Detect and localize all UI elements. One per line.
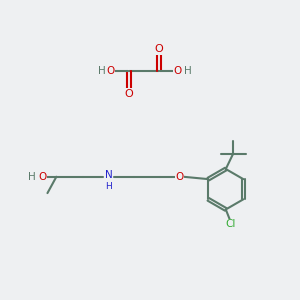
Text: O: O	[176, 172, 184, 182]
Text: H: H	[28, 172, 36, 182]
Text: O: O	[106, 66, 115, 76]
Text: H: H	[184, 66, 192, 76]
Text: O: O	[173, 66, 182, 76]
Text: O: O	[125, 88, 134, 98]
Text: O: O	[154, 44, 163, 54]
Text: N: N	[104, 170, 112, 180]
Text: H: H	[98, 66, 105, 76]
Text: H: H	[105, 182, 112, 191]
Text: Cl: Cl	[225, 219, 236, 229]
Text: O: O	[38, 172, 46, 182]
